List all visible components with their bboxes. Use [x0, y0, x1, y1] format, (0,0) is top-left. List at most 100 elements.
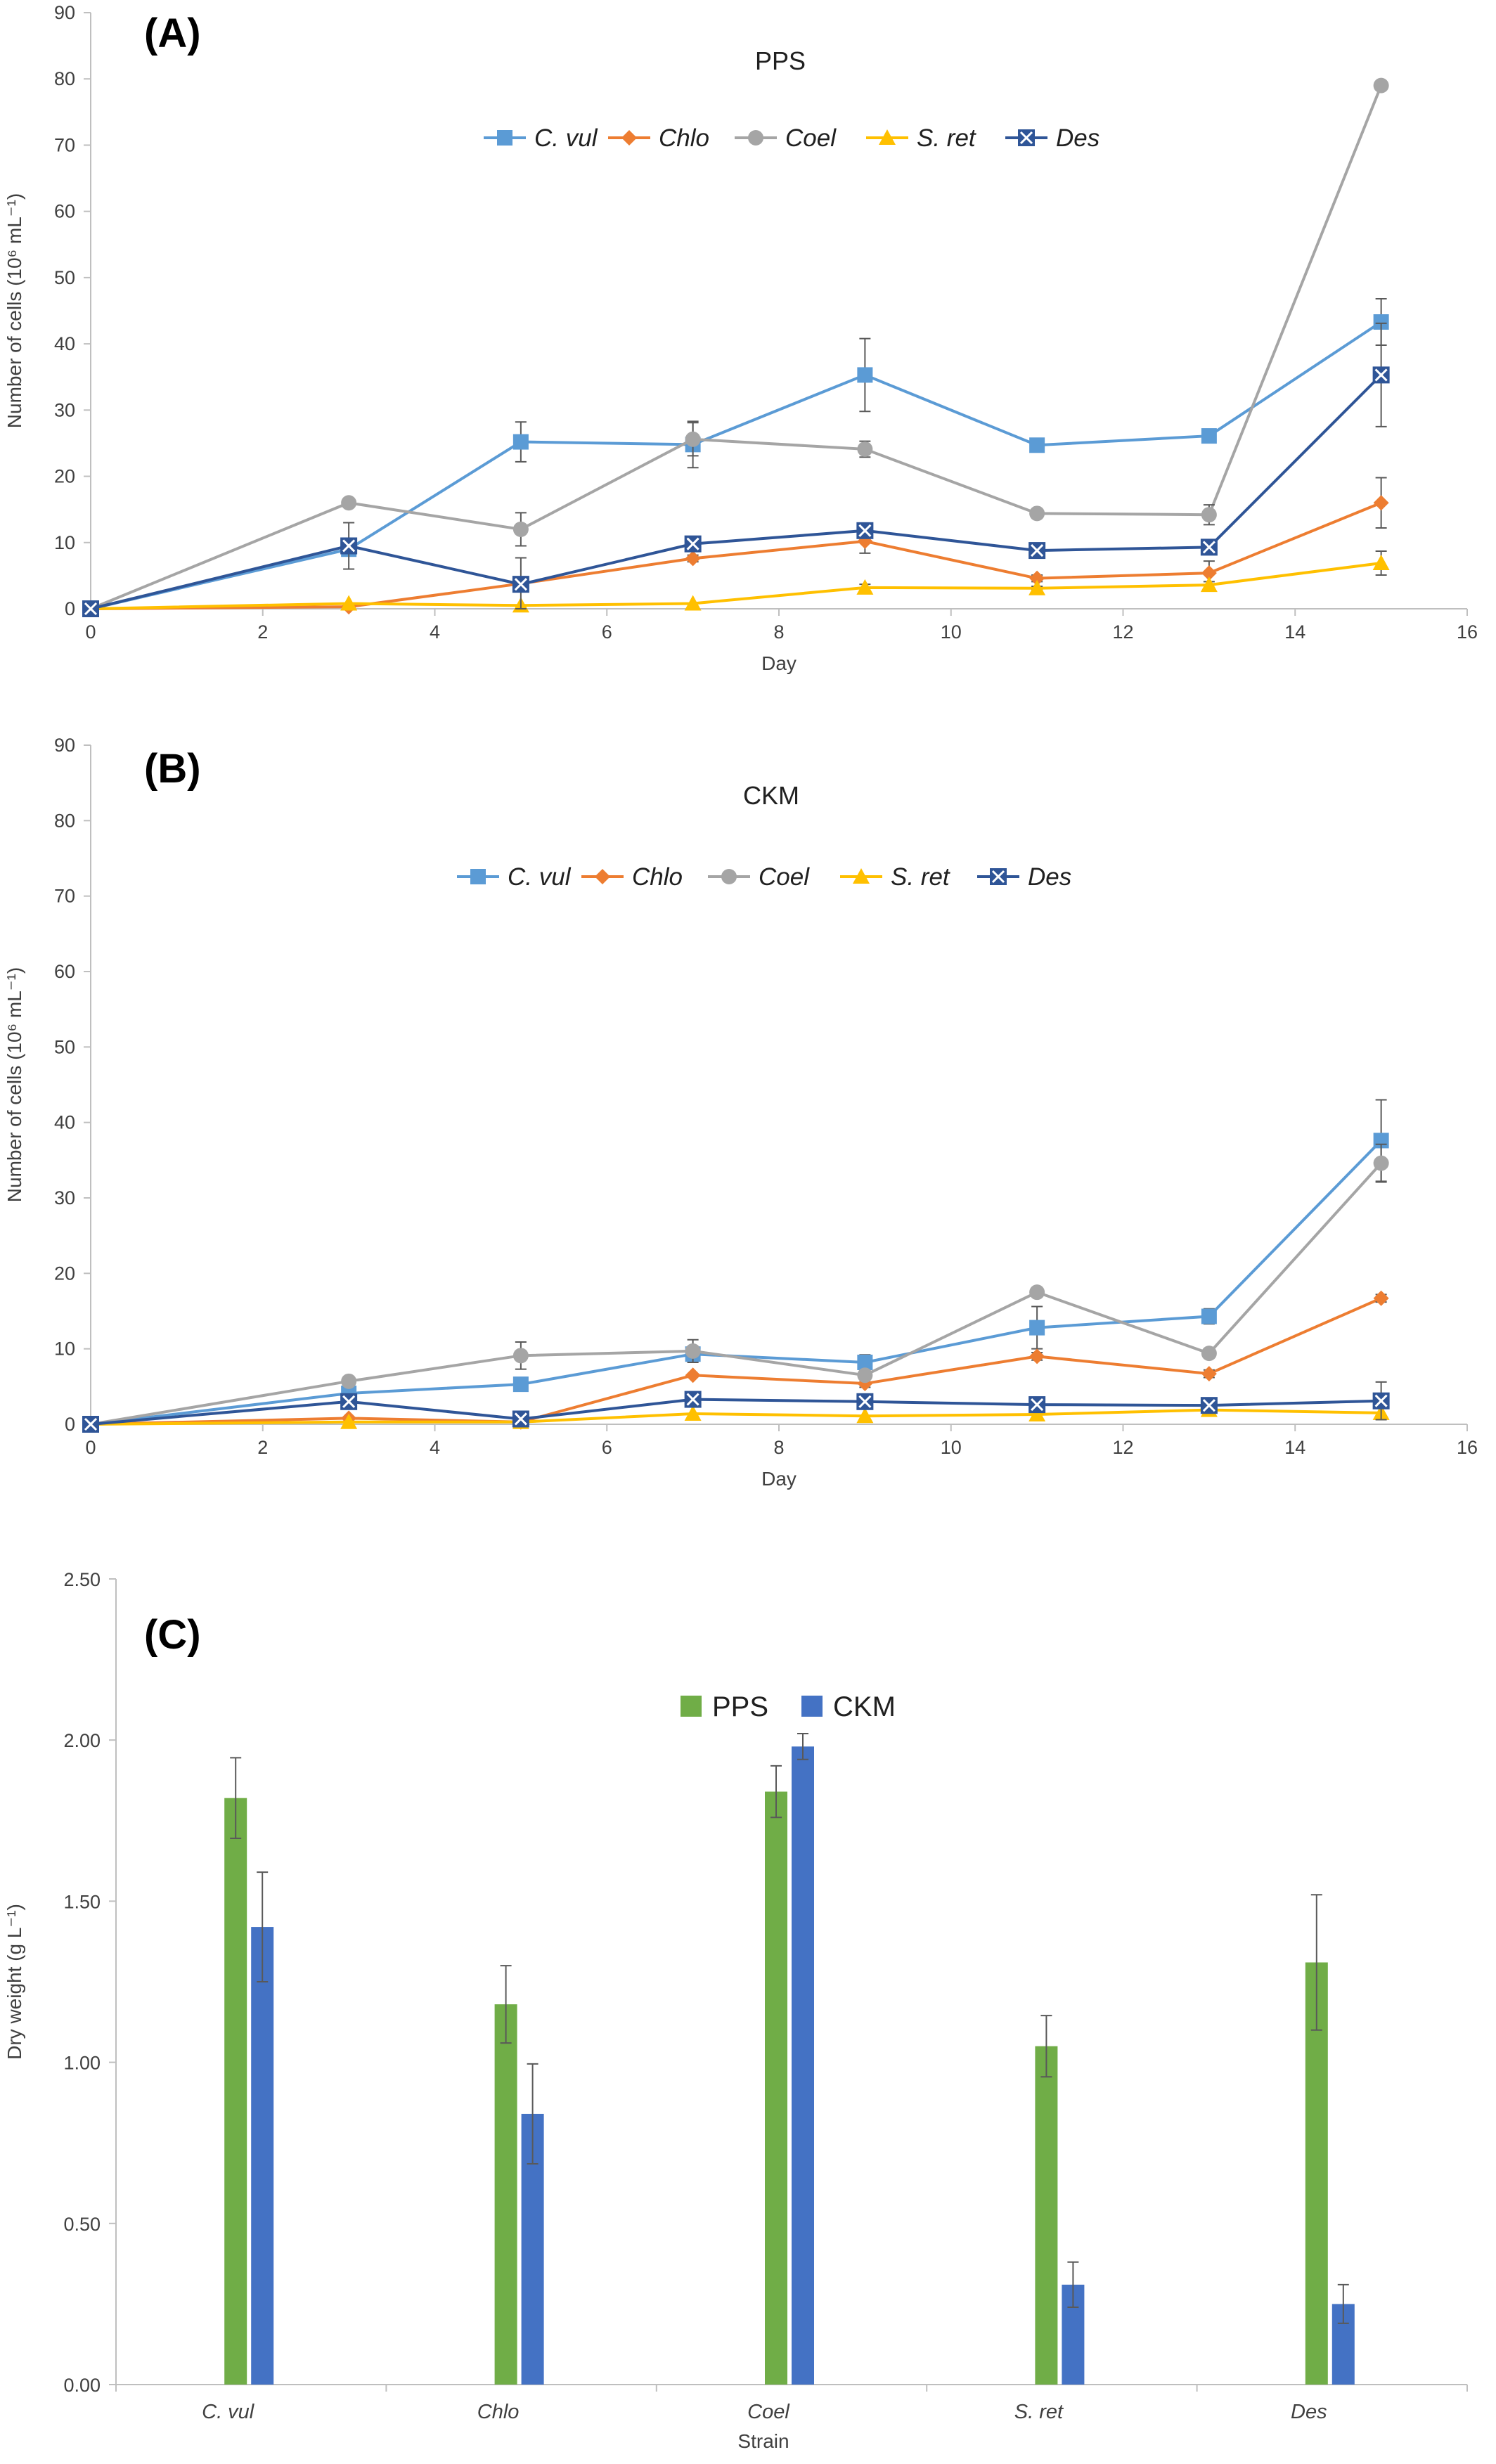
- panel-a-point-des: [512, 576, 529, 593]
- panel-a-point-des: [82, 600, 99, 617]
- panel-b-point-des-cross: [514, 1412, 527, 1426]
- panel-a-legend-marker-coel: [748, 130, 763, 146]
- panel-a-x-tick-label: 0: [85, 621, 96, 643]
- panel-b-y-tick-label: 80: [54, 810, 75, 831]
- panel-a-chart-title: PPS: [755, 46, 806, 75]
- panel-a-point-des-cross: [1202, 541, 1216, 554]
- panel-a-point-des: [1028, 542, 1046, 560]
- panel-a-point-des: [340, 537, 358, 555]
- panel-b-y-tick-label: 70: [54, 886, 75, 907]
- panel-a-point-des-cross: [858, 524, 872, 537]
- panel-a-point-chlo: [1201, 565, 1217, 581]
- panel-b-chart-title: CKM: [743, 781, 799, 810]
- panel-a-point-c-vul: [512, 434, 529, 450]
- panel-b-y-tick-label: 20: [54, 1263, 75, 1284]
- panel-b-line-des: [90, 1398, 1381, 1426]
- panel-a-series-s-ret: [82, 550, 1390, 616]
- panel-a-x-tick-label: 2: [257, 621, 268, 643]
- panel-b-y-tick-label: 60: [54, 961, 75, 982]
- panel-a-point-des-cross: [686, 537, 699, 550]
- panel-b-x-tick-label: 4: [430, 1437, 440, 1458]
- panel-b-legend: C. vul Chlo Coel S. ret Des: [457, 863, 1071, 891]
- panel-c-legend-swatch-pps: [681, 1696, 702, 1717]
- panel-a-point-chlo: [1373, 495, 1389, 511]
- panel-a-point-des-cross: [1374, 368, 1388, 382]
- panel-b-point-s-ret: [856, 1407, 874, 1424]
- panel-a-point-des-cross: [1031, 544, 1044, 557]
- panel-c-bar-ckm-coel: [792, 1746, 814, 2385]
- panel-a-point-chlo: [1029, 570, 1045, 586]
- panel-c-y-tick-label: 1.00: [63, 2053, 101, 2074]
- panel-a-point-c-vul: [1201, 428, 1217, 444]
- panel-b-point-s-ret: [340, 1413, 358, 1429]
- panel-a-x-axis-title: Day: [761, 652, 797, 674]
- panel-b-point-c-vul: [1029, 1320, 1045, 1336]
- panel-a-point-des-cross: [84, 602, 98, 616]
- panel-b-point-c-vul: [512, 1376, 529, 1393]
- panel-a-y-tick-label: 80: [54, 68, 75, 89]
- panel-c-bar-pps-c-vul: [224, 1798, 247, 2385]
- panel-a-point-c-vul: [1373, 314, 1389, 330]
- panel-b-line-chlo: [90, 1296, 1382, 1426]
- panel-c-category-label: Des: [1291, 2401, 1327, 2423]
- panel-c-bar-pps-des: [1305, 1962, 1328, 2385]
- panel-b-y-tick-label: 10: [54, 1339, 75, 1360]
- panel-a-y-tick-label: 10: [54, 532, 75, 553]
- panel-b-legend-label-des: Des: [1028, 863, 1071, 891]
- panel-b-point-des: [1372, 1392, 1390, 1410]
- panel-a-legend-label-s-ret: S. ret: [917, 124, 976, 152]
- panel-b-legend-marker-des: [990, 868, 1007, 885]
- panel-a-legend-label-c-vul: C. vul: [534, 124, 598, 152]
- panel-c-legend: PPS CKM: [681, 1691, 896, 1722]
- panel-a-line-s-ret: [90, 562, 1381, 610]
- panel-a-point-des-cross: [342, 539, 356, 553]
- panel-b-y-tick-label: 50: [54, 1036, 75, 1057]
- panel-a-point-c-vul: [857, 367, 873, 383]
- panel-c-error-bar-pps-c-vul: [230, 1757, 242, 1840]
- panel-a-line-chlo: [90, 501, 1382, 610]
- panel-a-line-coel: [90, 84, 1383, 610]
- panel-b-point-des: [1028, 1396, 1046, 1414]
- panel-a-legend-marker-des-cross: [1019, 131, 1033, 145]
- panel-a-legend-marker-des: [1018, 129, 1035, 146]
- panel-c-error-bar-ckm-chlo: [527, 2063, 539, 2165]
- panel-b-point-des: [512, 1410, 529, 1428]
- panel-c-legend-label-ckm: CKM: [833, 1691, 896, 1722]
- panel-a-series-coel: [83, 77, 1389, 617]
- panel-a-y-tick-label: 40: [54, 333, 75, 354]
- panel-b-point-des-cross: [1374, 1394, 1388, 1407]
- panel-a-point-chlo: [685, 550, 701, 567]
- panel-c-panel-label: (C): [144, 1612, 201, 1658]
- panel-c-error-bar-pps-s-ret: [1040, 2015, 1052, 2078]
- panel-b-series-des: [82, 1381, 1390, 1433]
- panel-a-point-des: [1372, 366, 1390, 384]
- panel-b-point-c-vul: [857, 1354, 873, 1370]
- panel-b-legend-label-c-vul: C. vul: [508, 863, 572, 891]
- panel-c-error-bar-pps-des: [1310, 1894, 1322, 2031]
- panel-a-y-tick-label: 70: [54, 134, 75, 155]
- panel-a-legend: C. vul Chlo Coel S. ret Des: [484, 124, 1100, 152]
- panel-a-y-tick-label: 50: [54, 267, 75, 288]
- panel-c-bar-pps-coel: [765, 1791, 787, 2385]
- panel-c-bar-pps-chlo: [494, 2004, 517, 2385]
- panel-a-point-s-ret: [1028, 579, 1046, 595]
- panel-b-point-coel: [685, 1343, 701, 1359]
- panel-a-x-tick-label: 12: [1112, 621, 1133, 643]
- panel-b-x-tick-label: 6: [602, 1437, 612, 1458]
- panel-b-x-tick-label: 16: [1457, 1437, 1478, 1458]
- panel-b-x-tick-label: 10: [941, 1437, 962, 1458]
- panel-c-bar-pps-s-ret: [1035, 2046, 1058, 2385]
- panel-c-category-label: S. ret: [1014, 2401, 1064, 2423]
- panel-b-x-tick-label: 0: [85, 1437, 96, 1458]
- panel-a-x-tick-label: 4: [430, 621, 440, 643]
- panel-b-point-des-cross: [1202, 1399, 1216, 1412]
- panel-a-y-tick-label: 90: [54, 2, 75, 23]
- panel-b-point-s-ret: [1028, 1406, 1046, 1422]
- panel-a-y-tick-label: 60: [54, 201, 75, 222]
- panel-b-x-tick-label: 8: [773, 1437, 784, 1458]
- panel-b-point-chlo: [1201, 1366, 1217, 1382]
- panel-b-line-s-ret: [90, 1408, 1381, 1426]
- panel-b-point-coel: [1373, 1155, 1389, 1171]
- panel-a-point-coel: [685, 431, 701, 447]
